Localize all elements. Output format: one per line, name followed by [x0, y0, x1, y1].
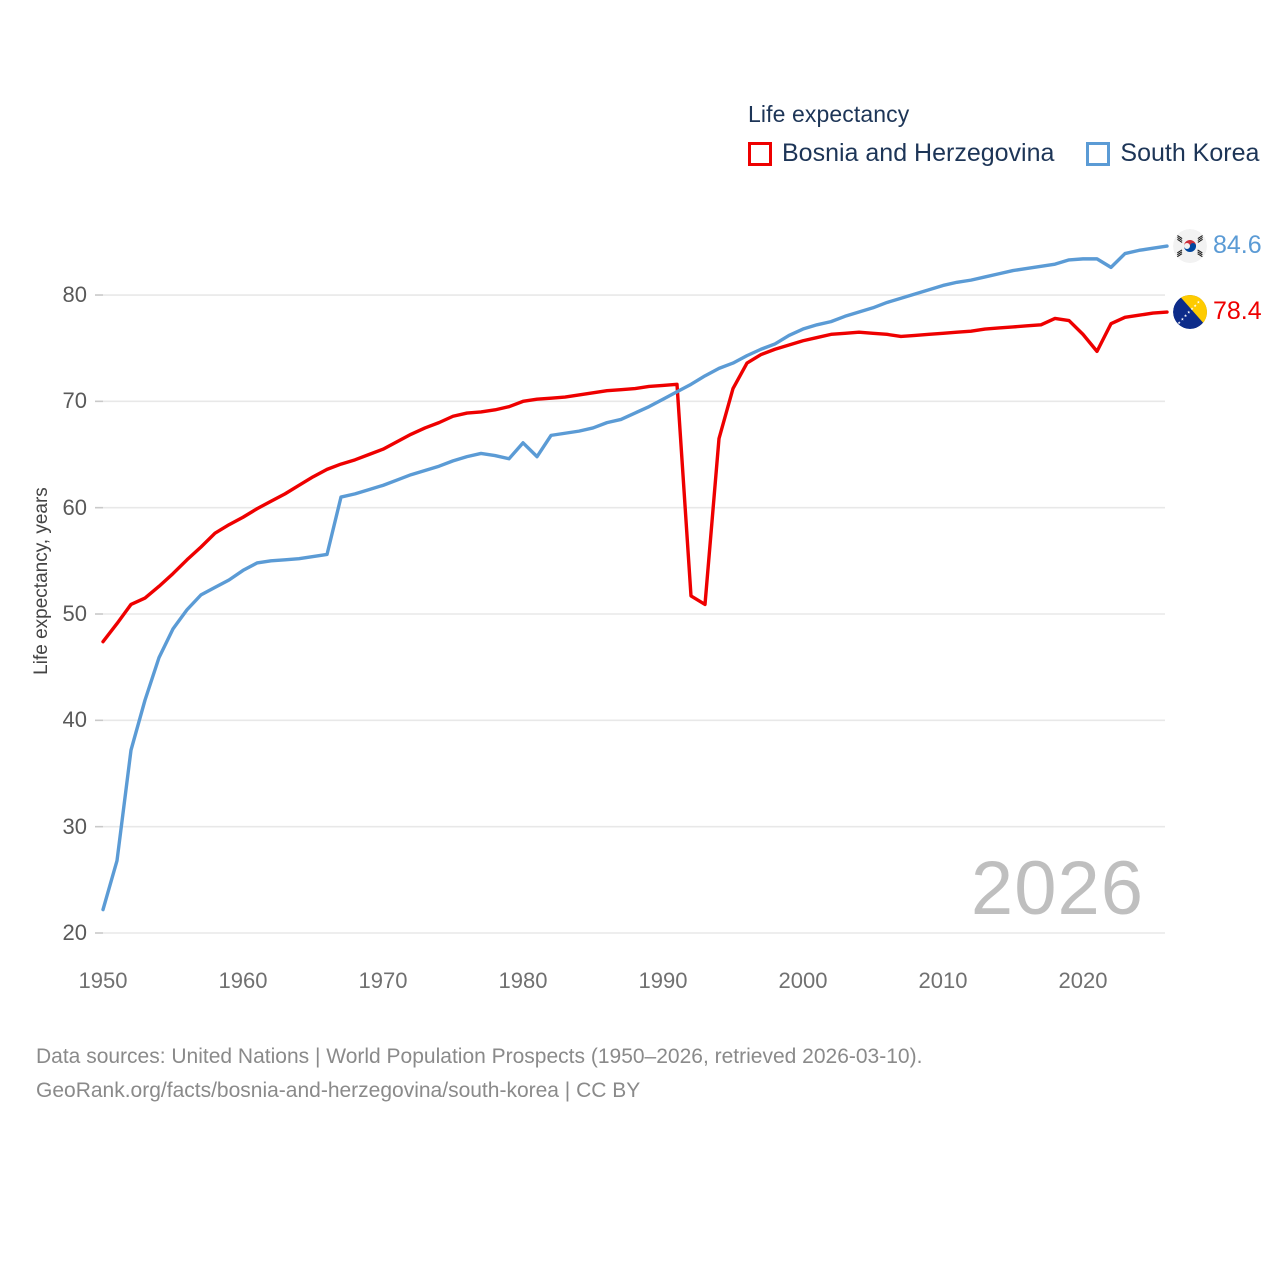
x-tick-label: 1970	[358, 968, 408, 993]
end-value-label-south-korea: 84.6	[1213, 231, 1262, 260]
y-tick-label: 30	[62, 813, 87, 839]
x-tick-label: 1960	[218, 968, 268, 993]
y-tick-label: 50	[62, 601, 87, 626]
bosnia-and-herzegovina-flag-icon: ★ ★ ★ ★ ★ ★ ★	[1173, 295, 1207, 330]
x-tick-label: 2000	[778, 968, 828, 993]
x-tick-label: 2020	[1058, 968, 1108, 993]
footer-credits: Data sources: United Nations | World Pop…	[36, 1040, 922, 1108]
south-korea-flag-icon	[1173, 229, 1207, 264]
legend-swatch-icon-bosnia	[748, 141, 772, 166]
footer-line-1: Data sources: United Nations | World Pop…	[36, 1045, 923, 1068]
legend-label-south-korea: South Korea	[1120, 139, 1260, 167]
footer-line-2: GeoRank.org/facts/bosnia-and-herzegovina…	[36, 1079, 641, 1103]
legend-item-bosnia[interactable]: Bosnia and Herzegovina	[748, 139, 1054, 168]
x-tick-label: 1980	[498, 968, 548, 993]
x-tick-label: 1990	[638, 968, 688, 993]
end-value-label-bosnia: 78.4	[1213, 297, 1262, 326]
svg-text:★: ★	[1190, 306, 1194, 311]
svg-text:★: ★	[1187, 310, 1191, 315]
y-tick-label: 80	[62, 282, 87, 308]
y-tick-label: 70	[62, 388, 87, 414]
legend-swatch-icon-south-korea	[1086, 141, 1111, 166]
x-tick-label: 1950	[78, 968, 128, 993]
year-watermark: 2026	[970, 846, 1144, 931]
svg-text:★: ★	[1193, 303, 1197, 308]
x-tick-label: 2010	[918, 968, 968, 993]
series-line-south-korea	[101, 244, 1169, 912]
legend-item-south-korea[interactable]: South Korea	[1086, 139, 1259, 168]
y-tick-label: 40	[62, 707, 87, 733]
svg-text:★: ★	[1177, 320, 1181, 325]
series-line-bosnia-and-herzegovina	[101, 310, 1169, 644]
svg-text:★: ★	[1184, 313, 1188, 318]
svg-text:★: ★	[1197, 299, 1201, 304]
legend-label-bosnia: Bosnia and Herzegovina	[782, 139, 1055, 167]
svg-text:★: ★	[1181, 316, 1185, 321]
y-tick-label: 20	[62, 920, 87, 945]
y-tick-label: 60	[62, 494, 87, 520]
legend: Bosnia and Herzegovina South Korea	[748, 139, 1259, 168]
legend-title: Life expectancy	[748, 101, 910, 127]
